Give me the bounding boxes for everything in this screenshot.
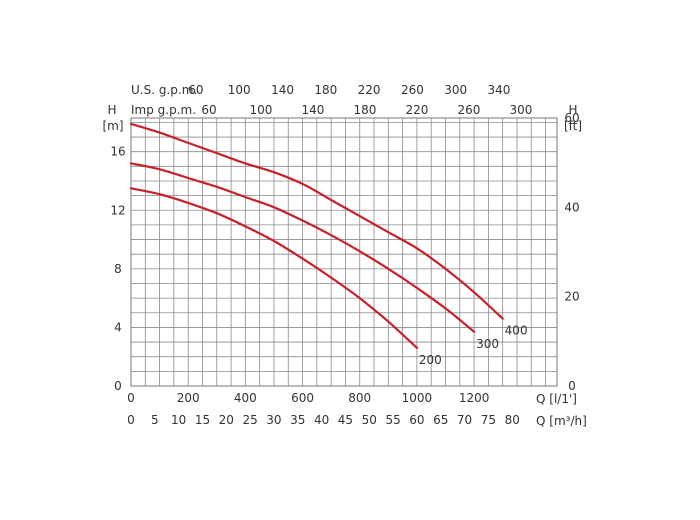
curve-label-300: 300	[476, 337, 499, 351]
grid	[131, 118, 557, 386]
pump-curve-300	[129, 162, 476, 333]
y-tick-label-ft: 20	[564, 290, 579, 304]
x-tick-label-m3h: 40	[314, 413, 329, 427]
us-gpm-tick-label: 140	[271, 83, 294, 97]
x-axis-label-m3h: Q [m³/h]	[536, 414, 587, 428]
imp-gpm-tick-label: 180	[354, 103, 377, 117]
curve-label-400: 400	[505, 324, 528, 338]
x-tick-label-m3h: 20	[219, 413, 234, 427]
x-tick-label-m3h: 65	[433, 413, 448, 427]
us-gpm-tick-label: 340	[488, 83, 511, 97]
x-tick-label-m3h: 75	[481, 413, 496, 427]
us-gpm-tick-label: 220	[358, 83, 381, 97]
x-tick-label-m3h: 30	[266, 413, 281, 427]
x-tick-label-m3h: 45	[338, 413, 353, 427]
us-gpm-tick-label: 60	[188, 83, 203, 97]
y-tick-label-ft: 40	[564, 200, 579, 214]
x-tick-label-lpm: 200	[177, 391, 200, 405]
x-tick-label-m3h: 15	[195, 413, 210, 427]
x-tick-label-m3h: 5	[151, 413, 159, 427]
y-tick-label-m: 12	[110, 203, 125, 217]
x-tick-label-m3h: 70	[457, 413, 472, 427]
y-tick-label-ft: 0	[568, 379, 576, 393]
y-tick-label-m: 8	[114, 262, 122, 276]
x-tick-label-m3h: 60	[409, 413, 424, 427]
imp-gpm-tick-label: 220	[405, 103, 428, 117]
plot-frame	[130, 117, 558, 387]
us-gpm-axis-label: U.S. g.p.m.	[131, 83, 197, 97]
x-tick-label-lpm: 800	[348, 391, 371, 405]
us-gpm-tick-label: 300	[444, 83, 467, 97]
pump-curve-400	[129, 122, 504, 320]
imp-gpm-tick-label: 300	[509, 103, 532, 117]
us-gpm-tick-label: 260	[401, 83, 424, 97]
x-tick-label-lpm: 400	[234, 391, 257, 405]
us-gpm-tick-label: 180	[314, 83, 337, 97]
x-axis-label-lpm: Q [l/1']	[536, 392, 577, 406]
pump-curve-200	[129, 187, 418, 349]
x-tick-label-m3h: 0	[127, 413, 135, 427]
labels: U.S. g.p.m. Imp g.p.m. H [m] H [ft] Q [l…	[102, 83, 586, 428]
y-axis-label-left: H	[107, 103, 116, 117]
y-axis-unit-left: [m]	[102, 119, 123, 133]
imp-gpm-tick-label: 60	[201, 103, 216, 117]
x-tick-label-lpm: 600	[291, 391, 314, 405]
x-tick-label-m3h: 55	[385, 413, 400, 427]
imp-gpm-axis-label: Imp g.p.m.	[131, 103, 196, 117]
y-tick-label-m: 16	[110, 145, 125, 159]
curve-label-200: 200	[419, 353, 442, 367]
x-tick-label-m3h: 80	[505, 413, 520, 427]
x-tick-label-lpm: 1200	[459, 391, 490, 405]
y-tick-label-m: 0	[114, 379, 122, 393]
y-tick-label-m: 4	[114, 320, 122, 334]
x-tick-label-m3h: 35	[290, 413, 305, 427]
x-tick-label-lpm: 1000	[402, 391, 433, 405]
y-axis-unit-right: [ft]	[564, 119, 582, 133]
y-axis-label-right: H	[568, 103, 577, 117]
y-tick-label-ft: 60	[564, 111, 579, 125]
us-gpm-tick-label: 100	[228, 83, 251, 97]
imp-gpm-tick-label: 140	[302, 103, 325, 117]
curves: 200 300 400	[129, 122, 528, 367]
x-tick-label-lpm: 0	[127, 391, 135, 405]
imp-gpm-tick-label: 260	[457, 103, 480, 117]
x-tick-label-m3h: 10	[171, 413, 186, 427]
imp-gpm-tick-label: 100	[250, 103, 273, 117]
x-tick-label-m3h: 25	[242, 413, 257, 427]
x-tick-label-m3h: 50	[362, 413, 377, 427]
